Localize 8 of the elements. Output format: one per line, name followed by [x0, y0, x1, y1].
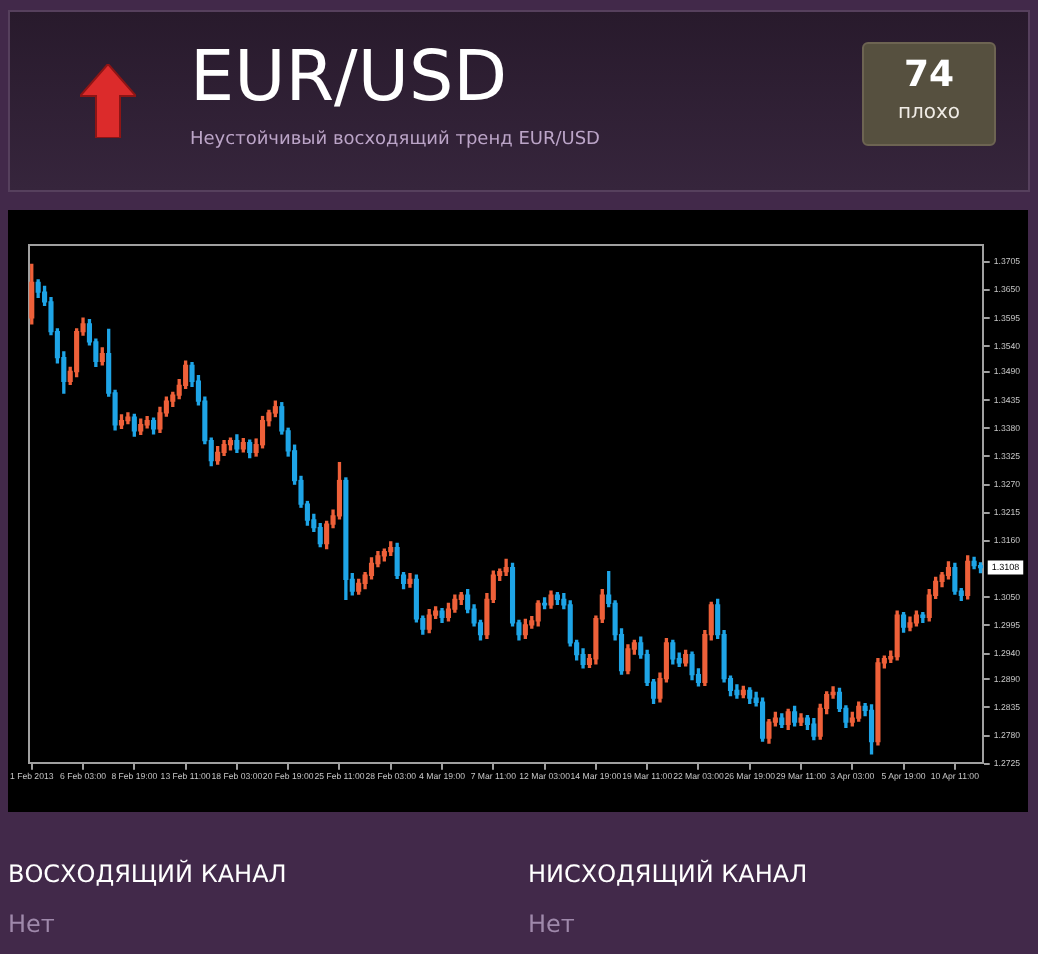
text: Нет [8, 910, 55, 940]
text: 74 [901, 54, 957, 96]
text: Нет [528, 910, 575, 940]
text: плохо [895, 102, 963, 126]
text: ВОСХОДЯЩИЙ КАНАЛ [8, 860, 287, 890]
text: НИСХОДЯЩИЙ КАНАЛ [528, 860, 808, 890]
chart-subtitle: Неустойчивый восходящий тренд EUR/USD [190, 130, 600, 152]
chart-title: EUR/USD [190, 38, 508, 118]
